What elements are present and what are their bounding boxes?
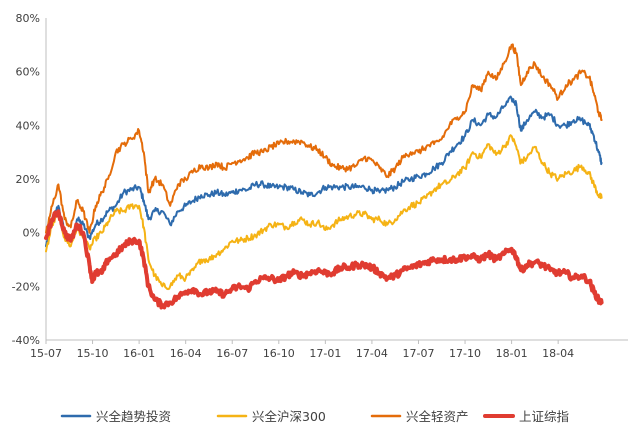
y-tick-label: 0%: [23, 227, 40, 240]
y-tick-label: 40%: [16, 119, 40, 132]
x-tick-label: 16-10: [263, 347, 295, 360]
series-line-2: [45, 43, 603, 234]
legend-label: 兴全沪深300: [252, 409, 326, 424]
legend-label: 兴全趋势投资: [96, 409, 171, 424]
y-tick-label: -20%: [12, 280, 40, 293]
y-tick-label: 60%: [16, 66, 40, 79]
y-tick-label: -40%: [12, 334, 40, 347]
x-tick-label: 16-07: [216, 347, 248, 360]
x-tick-label: 17-07: [402, 347, 434, 360]
x-tick-label: 17-04: [356, 347, 388, 360]
series-line-3: [44, 209, 604, 310]
x-tick-label: 17-01: [309, 347, 341, 360]
x-tick-label: 15-07: [30, 347, 62, 360]
series-layer: [44, 43, 604, 310]
series-line-1: [45, 134, 603, 291]
legend-label: 上证综指: [519, 409, 569, 424]
x-tick-label: 15-10: [77, 347, 109, 360]
x-tick-label: 18-04: [542, 347, 574, 360]
legend: 兴全趋势投资 兴全沪深300 兴全轻资产 上证综指: [60, 409, 569, 424]
series-line-0: [45, 95, 603, 248]
x-tick-label: 17-10: [449, 347, 481, 360]
x-tick-label: 16-04: [170, 347, 202, 360]
y-tick-label: 20%: [16, 173, 40, 186]
x-tick-label: 16-01: [123, 347, 155, 360]
legend-label: 兴全轻资产: [406, 409, 469, 424]
x-tick-label: 18-01: [496, 347, 528, 360]
y-tick-label: 80%: [16, 12, 40, 25]
axes: -40% -20% 0% 20% 40% 60% 80% 15-07 15-10 16-01 16-…: [12, 12, 628, 360]
